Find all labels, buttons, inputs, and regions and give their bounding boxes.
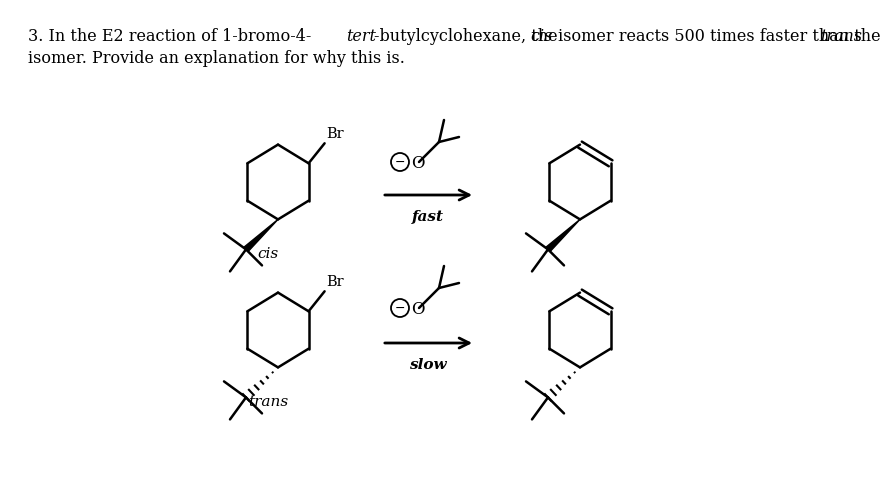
Text: Br: Br: [326, 275, 344, 289]
Polygon shape: [244, 220, 278, 252]
Text: slow: slow: [409, 358, 447, 372]
Text: isomer reacts 500 times faster than the: isomer reacts 500 times faster than the: [553, 28, 882, 45]
Text: fast: fast: [412, 210, 444, 224]
Text: O: O: [411, 302, 424, 319]
Text: −: −: [395, 302, 405, 314]
Text: tert: tert: [346, 28, 376, 45]
Text: trans: trans: [820, 28, 862, 45]
Text: -butylcyclohexane, the: -butylcyclohexane, the: [374, 28, 563, 45]
Polygon shape: [546, 220, 580, 252]
Text: −: −: [395, 156, 405, 168]
Text: trans: trans: [248, 395, 288, 409]
Text: isomer. Provide an explanation for why this is.: isomer. Provide an explanation for why t…: [28, 50, 405, 67]
Text: Br: Br: [326, 127, 344, 142]
Text: cis: cis: [258, 247, 279, 262]
Text: cis: cis: [530, 28, 552, 45]
Text: O: O: [411, 156, 424, 172]
Text: 3. In the E2 reaction of 1-bromo-4-: 3. In the E2 reaction of 1-bromo-4-: [28, 28, 311, 45]
